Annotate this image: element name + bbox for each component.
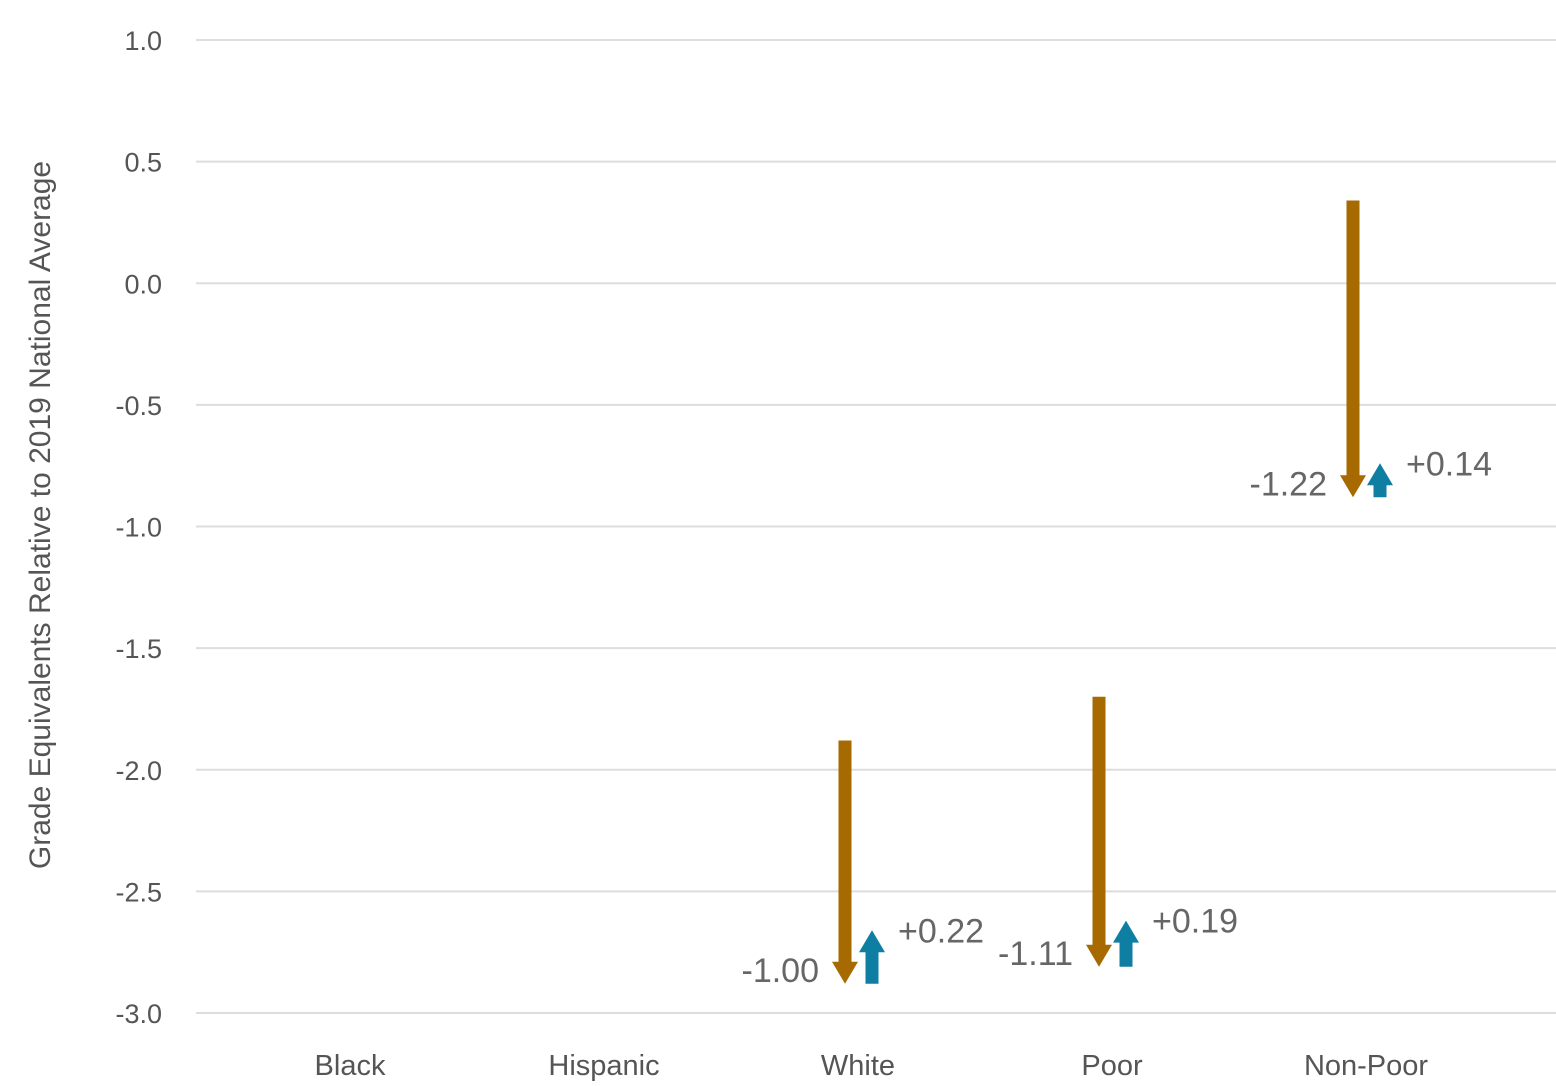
recovery-arrow-non-poor — [1367, 463, 1393, 498]
y-tick-label: -1.0 — [115, 513, 162, 543]
category-label: Poor — [1081, 1050, 1143, 1082]
data-label: -1.22 — [1250, 465, 1328, 503]
category-label: Black — [315, 1050, 386, 1082]
data-labels: -1.00 -1.11 -1.22 +0.22 +0.19 +0.14 — [742, 445, 1493, 990]
category-label: Hispanic — [548, 1050, 659, 1082]
recovery-arrow-poor — [1113, 920, 1139, 967]
y-tick-label: 1.0 — [124, 26, 162, 56]
gridlines — [196, 39, 1556, 1014]
y-tick-label: -2.5 — [115, 877, 162, 907]
y-tick-label: -0.5 — [115, 391, 162, 421]
recovery-arrow-white — [859, 930, 885, 984]
y-tick-label: -2.0 — [115, 756, 162, 786]
data-label: -1.11 — [998, 935, 1073, 973]
data-label: +0.22 — [898, 912, 984, 950]
data-label: -1.00 — [742, 952, 820, 990]
category-labels: Black Hispanic White Poor Non-Poor — [315, 1050, 1429, 1082]
data-label: +0.19 — [1152, 903, 1238, 941]
y-tick-label: -3.0 — [115, 999, 162, 1029]
y-tick-label: -1.5 — [115, 634, 162, 664]
category-label: White — [821, 1050, 895, 1082]
decline-arrow-white — [832, 740, 858, 984]
y-tick-label: 0.0 — [124, 269, 162, 299]
data-label: +0.14 — [1406, 445, 1492, 483]
arrows — [832, 200, 1393, 984]
y-tick-labels: 1.0 0.5 0.0 -0.5 -1.0 -1.5 -2.0 -2.5 -3.0 — [115, 26, 162, 1029]
category-label: Non-Poor — [1304, 1050, 1428, 1082]
y-tick-label: 0.5 — [124, 148, 162, 178]
decline-arrow-non-poor — [1340, 200, 1366, 498]
y-axis-label: Grade Equivalents Relative to 2019 Natio… — [24, 161, 57, 869]
decline-arrow-poor — [1086, 696, 1112, 967]
